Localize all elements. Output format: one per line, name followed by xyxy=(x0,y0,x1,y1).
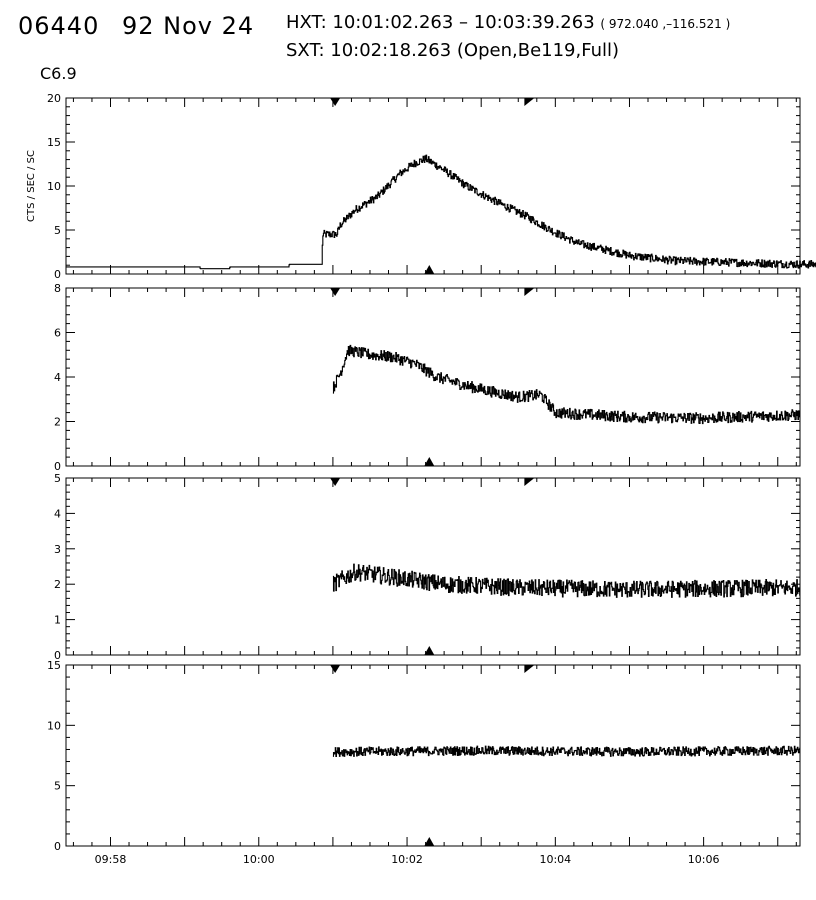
x-tick-label: 09:58 xyxy=(95,853,127,866)
panel-frame xyxy=(65,477,801,656)
x-tick-label: 10:04 xyxy=(539,853,571,866)
panel-4: 0 5 10 15 xyxy=(47,659,801,853)
sxt-time-marker xyxy=(424,265,435,274)
y-tick-label: 1 xyxy=(54,614,61,627)
y-tick-label: 10 xyxy=(47,719,61,732)
hxt-end-marker xyxy=(524,478,535,486)
y-tick-label: 0 xyxy=(54,460,61,473)
hxt-start-marker xyxy=(330,98,341,106)
sxt-line: SXT: 10:02:18.263 (Open,Be119,Full) xyxy=(286,40,619,61)
event-id: 06440 xyxy=(18,12,100,40)
panel-1: 0 5 10 15 20 CTS / SEC / SC xyxy=(26,92,816,281)
hxt-coordinates: ( 972.040 ,–116.521 ) xyxy=(600,17,731,31)
sxt-value: 10:02:18.263 (Open,Be119,Full) xyxy=(330,40,620,61)
y-tick-label: 5 xyxy=(54,780,61,793)
panel-2: 0 2 4 6 8 xyxy=(54,282,801,473)
y-tick-label: 6 xyxy=(54,327,61,340)
panel-frame xyxy=(65,97,801,275)
hxt-line: HXT: 10:01:02.263 – 10:03:39.263 ( 972.0… xyxy=(286,12,730,33)
hxt-end-marker xyxy=(524,665,535,673)
y-tick-label: 15 xyxy=(47,659,61,672)
y-tick-label: 2 xyxy=(54,578,61,591)
y-tick-label: 20 xyxy=(47,92,61,105)
y-axis-label: CTS / SEC / SC xyxy=(26,150,37,222)
x-tick-label: 10:00 xyxy=(243,853,275,866)
y-tick-label: 10 xyxy=(47,180,61,193)
sxt-time-marker xyxy=(424,837,435,846)
y-tick-label: 0 xyxy=(54,268,61,281)
hxt-start-marker xyxy=(330,288,341,296)
hxt-time-range: 10:01:02.263 – 10:03:39.263 xyxy=(332,12,595,33)
hxt-end-marker xyxy=(524,288,535,296)
sxt-time-marker xyxy=(424,646,435,655)
series-line xyxy=(332,745,801,757)
hxt-start-marker xyxy=(330,665,341,673)
sxt-time-marker xyxy=(424,457,435,466)
series-line xyxy=(66,154,816,270)
x-tick-label: 10:02 xyxy=(391,853,423,866)
y-tick-label: 5 xyxy=(54,472,61,485)
y-tick-label: 3 xyxy=(54,543,61,556)
y-tick-label: 15 xyxy=(47,136,61,149)
y-tick-label: 8 xyxy=(54,282,61,295)
y-tick-label: 0 xyxy=(54,840,61,853)
goes-class-label: C6.9 xyxy=(40,64,77,83)
panel-3: 0 1 2 3 4 5 xyxy=(54,472,801,662)
y-tick-label: 0 xyxy=(54,649,61,662)
x-tick-label: 10:06 xyxy=(688,853,720,866)
y-tick-label: 4 xyxy=(54,371,61,384)
sxt-label: SXT: xyxy=(286,40,325,61)
y-tick-label: 5 xyxy=(54,224,61,237)
hxt-end-marker xyxy=(524,98,535,106)
y-tick-label: 2 xyxy=(54,416,61,429)
series-line xyxy=(332,563,801,598)
y-tick-label: 4 xyxy=(54,507,61,520)
series-line xyxy=(332,344,801,425)
hxt-label: HXT: xyxy=(286,12,327,33)
event-date: 92 Nov 24 xyxy=(122,12,255,40)
hxt-start-marker xyxy=(330,478,341,486)
